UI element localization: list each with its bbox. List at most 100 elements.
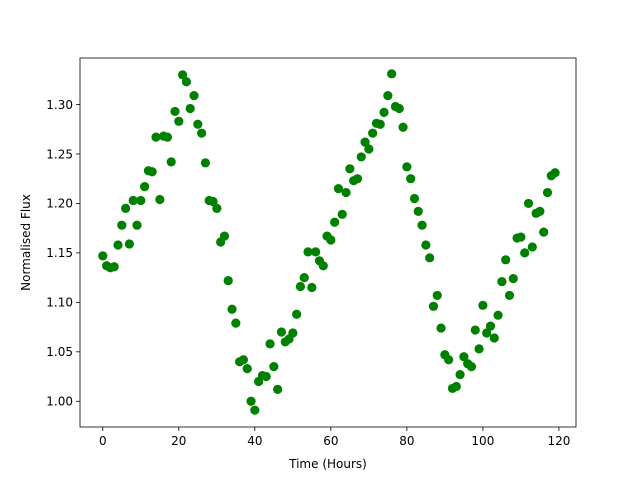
data-point	[436, 323, 446, 333]
data-point	[504, 290, 515, 301]
data-point	[550, 168, 560, 178]
data-point	[265, 339, 275, 349]
data-point	[489, 333, 499, 343]
data-point	[345, 164, 355, 174]
y-tick-label: 1.20	[46, 197, 73, 211]
data-point	[516, 232, 526, 242]
data-point	[398, 122, 408, 132]
x-axis-label: Time (Hours)	[288, 457, 367, 471]
data-point	[542, 187, 553, 198]
data-point	[520, 248, 530, 258]
data-point	[124, 239, 135, 249]
data-point	[193, 119, 203, 129]
data-point	[242, 364, 252, 374]
ticks-layer: 0 20 40 60 80 100 120 1.00 1.05 1.10 1.15 1.20 1.25 1…	[46, 98, 570, 448]
data-point	[425, 253, 435, 263]
data-point	[402, 162, 412, 172]
data-point	[151, 132, 161, 142]
data-point	[250, 405, 260, 415]
data-point	[132, 220, 142, 230]
data-point	[197, 128, 207, 138]
data-point	[318, 261, 328, 271]
data-point	[364, 144, 374, 154]
data-point	[539, 227, 549, 237]
plot-frame	[79, 57, 577, 428]
x-tick-label: 40	[247, 434, 262, 448]
data-point	[128, 195, 138, 206]
data-point	[508, 274, 518, 284]
data-point	[109, 262, 119, 272]
data-point	[493, 310, 503, 320]
data-point	[444, 355, 454, 365]
data-point	[170, 106, 180, 117]
data-point	[497, 276, 507, 287]
points-layer	[98, 69, 560, 415]
data-point	[501, 255, 511, 265]
data-point	[166, 157, 176, 167]
data-point	[337, 209, 347, 219]
data-point	[379, 107, 389, 118]
data-point	[417, 220, 427, 230]
data-point	[368, 128, 378, 138]
x-tick-label: 100	[471, 434, 494, 448]
data-point	[269, 362, 279, 372]
data-point	[360, 137, 370, 147]
x-tick-label: 0	[99, 434, 107, 448]
data-point	[227, 304, 237, 314]
y-tick-label: 1.25	[46, 147, 73, 161]
data-point	[482, 328, 492, 338]
data-point	[383, 90, 393, 101]
data-point	[117, 220, 127, 230]
data-point	[178, 70, 188, 80]
data-point	[147, 167, 157, 177]
data-point	[330, 217, 340, 227]
data-point	[413, 206, 423, 216]
data-point	[394, 103, 404, 114]
y-tick-label: 1.30	[46, 98, 73, 112]
x-tick-label: 80	[399, 434, 414, 448]
data-point	[459, 352, 469, 362]
y-axis-label: Normalised Flux	[19, 194, 33, 291]
data-point	[421, 240, 431, 250]
data-point	[326, 235, 336, 245]
data-point	[121, 203, 131, 213]
data-point	[231, 318, 241, 328]
x-tick-label: 120	[547, 434, 570, 448]
data-point	[238, 355, 249, 365]
data-point	[527, 242, 537, 252]
data-point	[535, 206, 545, 216]
data-point	[181, 77, 192, 87]
data-point	[185, 103, 195, 114]
data-point	[470, 325, 480, 335]
data-point	[523, 198, 534, 209]
data-point	[261, 371, 271, 382]
data-point	[409, 193, 420, 204]
data-point	[406, 174, 416, 184]
x-tick-label: 60	[323, 434, 338, 448]
y-tick-label: 1.10	[46, 296, 73, 310]
data-point	[466, 362, 477, 372]
data-point	[288, 328, 298, 338]
y-tick-label: 1.00	[46, 395, 73, 409]
y-tick-label: 1.15	[46, 246, 73, 260]
data-point	[136, 195, 146, 206]
data-point	[333, 183, 344, 194]
data-point	[155, 194, 165, 205]
data-point	[307, 282, 317, 293]
data-point	[455, 369, 465, 380]
data-point	[451, 381, 461, 392]
y-tick-label: 1.05	[46, 345, 73, 359]
data-point	[98, 251, 108, 261]
data-point	[162, 132, 173, 142]
data-point	[311, 247, 321, 257]
data-point	[478, 300, 488, 310]
data-point	[387, 69, 397, 79]
data-point	[292, 309, 302, 319]
data-point	[303, 247, 313, 257]
data-point	[246, 396, 256, 406]
data-point	[428, 301, 439, 311]
data-point	[212, 203, 222, 213]
data-point	[223, 275, 233, 286]
